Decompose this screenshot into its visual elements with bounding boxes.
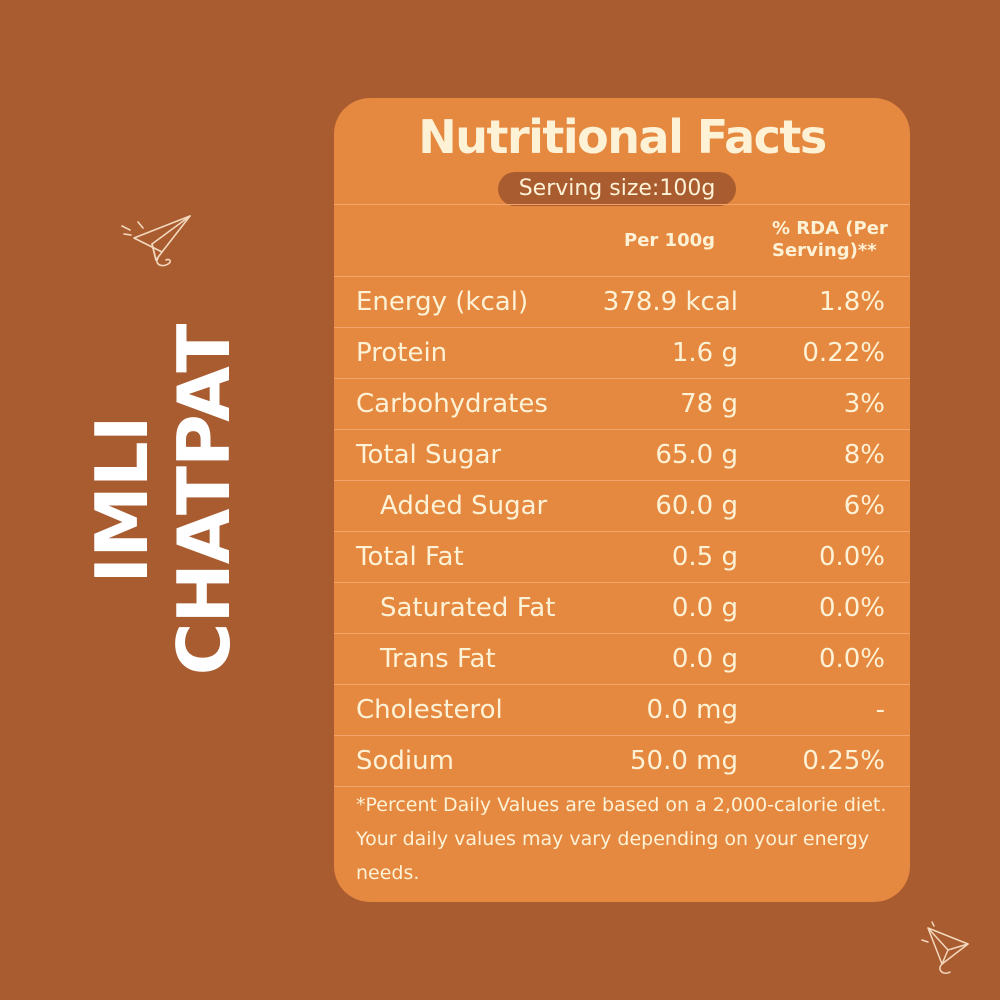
nutrition-card: Nutritional Facts Serving size:100g Per …	[334, 98, 910, 902]
column-header-per-100g: Per 100g	[624, 230, 716, 251]
rda-value: 1.8%	[818, 287, 885, 317]
nutrient-name: Saturated Fat	[380, 593, 556, 623]
table-row: Saturated Fat 0.0 g 0.0%	[334, 582, 910, 633]
per-100g-value: 60.0 g	[655, 491, 738, 521]
rda-value: 0.25%	[802, 746, 885, 776]
nutrient-name: Sodium	[356, 746, 454, 776]
per-100g-value: 0.0 g	[671, 644, 738, 674]
per-100g-value: 50.0 mg	[630, 746, 738, 776]
table-row: Cholesterol 0.0 mg -	[334, 684, 910, 735]
nutrient-name: Carbohydrates	[356, 389, 548, 419]
per-100g-value: 78 g	[680, 389, 738, 419]
rda-value: 0.0%	[818, 593, 885, 623]
product-name: IMLI CHATPAT	[80, 324, 246, 676]
rda-value: 0.0%	[818, 542, 885, 572]
table-row: Total Fat 0.5 g 0.0%	[334, 531, 910, 582]
nutrient-name: Protein	[356, 338, 448, 368]
product-name-line2: CHATPAT	[162, 324, 246, 676]
rda-value: 0.22%	[802, 338, 885, 368]
paper-plane-icon	[121, 215, 191, 267]
rda-value: -	[875, 695, 885, 725]
card-title: Nutritional Facts	[418, 110, 827, 164]
table-row: Sodium 50.0 mg 0.25%	[334, 735, 910, 786]
rda-value: 6%	[843, 491, 885, 521]
paper-plane-icon	[921, 921, 969, 975]
nutrient-name: Cholesterol	[356, 695, 503, 725]
rda-value: 3%	[843, 389, 885, 419]
table-row: Protein 1.6 g 0.22%	[334, 327, 910, 378]
per-100g-value: 0.0 g	[671, 593, 738, 623]
table-row: Total Sugar 65.0 g 8%	[334, 429, 910, 480]
per-100g-value: 65.0 g	[655, 440, 738, 470]
column-header-rda: % RDA (Per Serving)**	[772, 218, 888, 261]
per-100g-value: 0.5 g	[671, 542, 738, 572]
nutrient-name: Total Fat	[356, 542, 464, 572]
table-row: Trans Fat 0.0 g 0.0%	[334, 633, 910, 684]
nutrient-name: Energy (kcal)	[356, 287, 529, 317]
rda-value: 0.0%	[818, 644, 885, 674]
table-row: Energy (kcal) 378.9 kcal 1.8%	[334, 276, 910, 327]
per-100g-value: 1.6 g	[671, 338, 738, 368]
nutrient-name: Total Sugar	[356, 440, 502, 470]
per-100g-value: 0.0 mg	[646, 695, 738, 725]
table-row: Added Sugar 60.0 g 6%	[334, 480, 910, 531]
nutrient-name: Added Sugar	[380, 491, 548, 521]
divider	[334, 786, 910, 787]
product-name-line1: IMLI	[80, 416, 164, 584]
rda-value: 8%	[843, 440, 885, 470]
table-row: Carbohydrates 78 g 3%	[334, 378, 910, 429]
nutrition-table: Energy (kcal) 378.9 kcal 1.8% Protein 1.…	[334, 276, 910, 787]
nutrient-name: Trans Fat	[380, 644, 496, 674]
footnote: *Percent Daily Values are based on a 2,0…	[356, 794, 887, 884]
serving-size-badge: Serving size:100g	[498, 172, 736, 206]
divider	[334, 204, 910, 205]
per-100g-value: 378.9 kcal	[602, 287, 738, 317]
